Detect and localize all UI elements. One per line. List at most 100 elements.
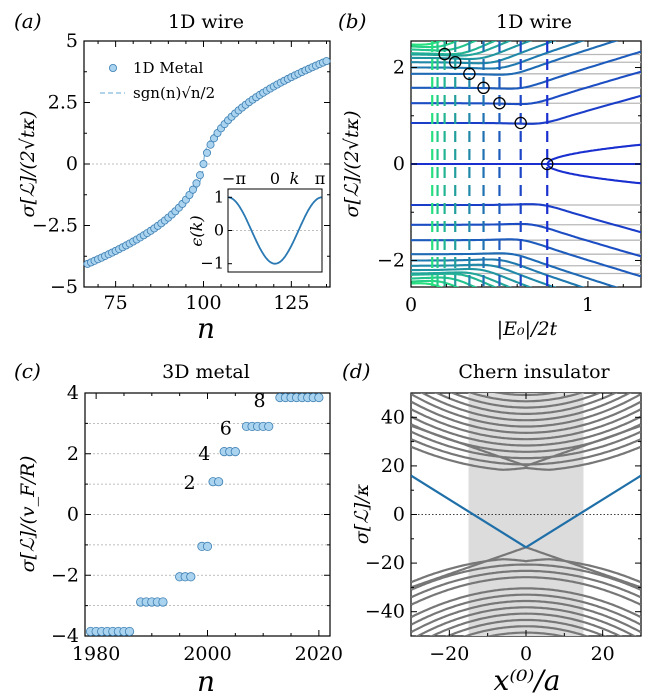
band-curve bbox=[411, 41, 478, 52]
y-tick-label: 0 bbox=[67, 504, 79, 526]
panel-b-xlabel: |E₀|/2t bbox=[497, 318, 558, 340]
bulk-band bbox=[411, 563, 641, 591]
marked-point bbox=[463, 67, 476, 81]
panel-d-xlabel: x⁽⁰⁾/a bbox=[494, 664, 561, 697]
data-point bbox=[158, 597, 168, 607]
panel-b-label: (b) bbox=[338, 9, 366, 33]
bulk-band bbox=[411, 415, 641, 447]
x-tick-label: 1 bbox=[582, 294, 594, 316]
band-curve bbox=[411, 272, 498, 287]
bulk-band bbox=[411, 569, 641, 599]
bulk-band bbox=[411, 593, 641, 626]
band-curve bbox=[411, 276, 478, 287]
bulk-band bbox=[411, 445, 641, 471]
band-curve bbox=[411, 70, 641, 106]
legend-label: sgn(n)√n/2 bbox=[133, 84, 215, 102]
y-tick-label: 0 bbox=[393, 153, 405, 175]
data-point bbox=[214, 477, 224, 487]
band-curve bbox=[411, 41, 533, 61]
bulk-band bbox=[411, 576, 641, 606]
band-curve bbox=[411, 238, 641, 278]
panel-d: −40 −20 0 20 40 −20 0 20 bbox=[365, 392, 642, 665]
band-curve bbox=[411, 252, 619, 287]
band-curve bbox=[411, 258, 586, 287]
data-point bbox=[192, 179, 201, 188]
data-point bbox=[195, 171, 204, 180]
edge-line bbox=[525, 474, 641, 549]
panel-a: −5 −2.5 0 2.5 5 75 100 125 1D Metal sgn(n)√n/2 −π 0… bbox=[32, 30, 331, 314]
data-point bbox=[206, 140, 215, 149]
data-point bbox=[124, 626, 135, 637]
y-tick-label: 40 bbox=[381, 406, 405, 428]
x-tick-label: 2000 bbox=[183, 643, 231, 665]
marked-point bbox=[438, 47, 451, 61]
y-tick-label: 2 bbox=[393, 57, 405, 79]
bulk-band bbox=[429, 612, 623, 636]
marked-point bbox=[477, 81, 490, 95]
panel-c-ylabel: σ[ℒ]/(v_F/R) bbox=[17, 456, 39, 573]
inset-ylabel: ϵ(k) bbox=[187, 215, 206, 246]
panel-a-label: (a) bbox=[14, 9, 42, 33]
inset-ytick: 1 bbox=[214, 187, 224, 206]
x-tick-label: 0 bbox=[520, 643, 532, 665]
x-tick-label: 75 bbox=[104, 292, 128, 314]
bulk-band bbox=[411, 438, 641, 466]
band-curve bbox=[411, 263, 557, 287]
inset-frame bbox=[227, 188, 323, 273]
panel-a-ylabel: σ[ℒ]/(2√tκ) bbox=[17, 111, 39, 218]
y-tick-label: 5 bbox=[66, 30, 78, 52]
legend-marker bbox=[109, 64, 118, 73]
split-curve bbox=[546, 163, 641, 185]
marked-point bbox=[514, 116, 527, 130]
panel-b: −2 0 2 0 1 bbox=[377, 40, 642, 316]
data-point bbox=[188, 185, 197, 194]
inset-xtick: 0 bbox=[270, 169, 280, 188]
inset-xlabel: k bbox=[290, 169, 300, 188]
y-tick-label: −2.5 bbox=[32, 215, 78, 237]
band-curve bbox=[411, 41, 460, 49]
band-curve bbox=[411, 41, 619, 76]
data-point bbox=[186, 572, 196, 582]
panel-a-title: 1D wire bbox=[168, 11, 244, 33]
bulk-band bbox=[411, 408, 641, 441]
step-annotation: 4 bbox=[198, 443, 210, 465]
band-curve bbox=[411, 50, 641, 90]
panel-d-plot bbox=[411, 393, 641, 636]
step-annotation: 2 bbox=[183, 472, 195, 494]
panel-d-ylabel: σ[ℒ]/κ bbox=[351, 483, 373, 544]
inset-curve bbox=[228, 196, 322, 265]
data-point bbox=[199, 159, 208, 168]
x-tick-label: 0 bbox=[405, 294, 417, 316]
y-tick-label: −2 bbox=[51, 564, 79, 586]
y-tick-label: −40 bbox=[365, 601, 405, 623]
band-curve bbox=[411, 267, 533, 287]
bulk-band bbox=[411, 430, 641, 460]
panel-a-xlabel: n bbox=[197, 312, 215, 345]
bulk-band bbox=[415, 606, 637, 636]
x-tick-label: 1980 bbox=[72, 643, 120, 665]
band-curve bbox=[411, 203, 641, 234]
bulk-band bbox=[462, 625, 590, 636]
inset-ytick: −1 bbox=[200, 254, 224, 273]
data-point bbox=[322, 57, 331, 66]
x-tick-label: 20 bbox=[591, 643, 615, 665]
marked-point bbox=[448, 55, 462, 69]
y-tick-label: −5 bbox=[50, 276, 78, 298]
y-tick-label: 0 bbox=[66, 153, 78, 175]
y-tick-label: −20 bbox=[365, 552, 405, 574]
y-tick-label: −2 bbox=[377, 249, 405, 271]
x-tick-label: 125 bbox=[273, 292, 309, 314]
y-tick-label: 0 bbox=[393, 504, 405, 526]
y-tick-label: 2.5 bbox=[48, 92, 78, 114]
panel-b-title: 1D wire bbox=[496, 11, 572, 33]
data-point bbox=[230, 447, 240, 457]
legend-label: 1D Metal bbox=[133, 59, 204, 77]
band-curve bbox=[411, 222, 641, 258]
band-curve bbox=[411, 279, 460, 287]
bulk-band bbox=[411, 599, 641, 634]
bulk-band bbox=[411, 424, 641, 468]
bulk-band bbox=[411, 400, 641, 435]
bulk-band bbox=[411, 558, 641, 584]
y-tick-label: 20 bbox=[381, 455, 405, 477]
